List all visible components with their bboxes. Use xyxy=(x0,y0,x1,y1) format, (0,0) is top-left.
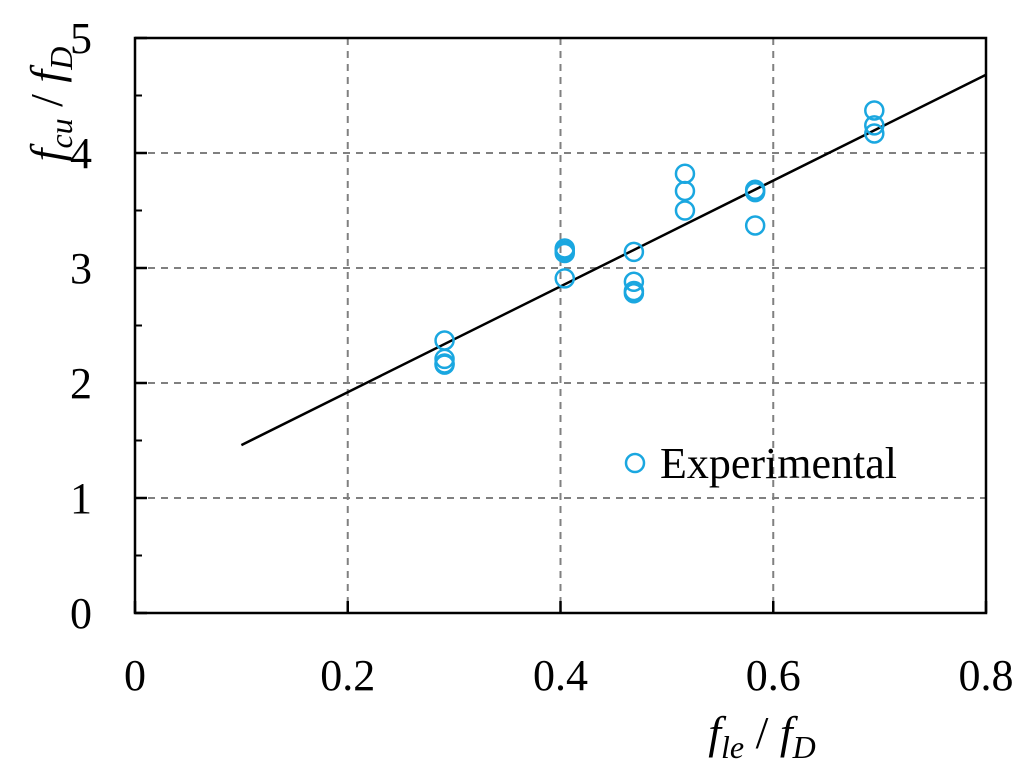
x-axis-title: fle / fD xyxy=(708,707,816,765)
data-point xyxy=(434,354,455,375)
x-tick-label: 0 xyxy=(124,651,146,700)
x-tick-labels: 0 0.2 0.4 0.6 0.8 xyxy=(124,651,1014,700)
data-point xyxy=(864,123,885,144)
y-tick-label: 4 xyxy=(70,129,92,178)
legend-marker xyxy=(624,452,646,474)
legend: Experimental xyxy=(624,439,897,488)
data-point xyxy=(623,271,645,293)
data-point xyxy=(744,181,766,203)
axis-ticks xyxy=(133,36,988,615)
data-point xyxy=(674,163,696,184)
y-axis-title: fcu / fD xyxy=(21,47,79,162)
y-tick-label: 0 xyxy=(70,589,92,638)
grid xyxy=(135,38,986,613)
x-tick-label: 0.8 xyxy=(959,651,1014,700)
fit-line-layer xyxy=(240,73,987,447)
y-tick-label: 1 xyxy=(70,474,92,523)
fit-line xyxy=(240,73,987,447)
data-point xyxy=(623,283,645,304)
data-point xyxy=(554,268,576,289)
data-point xyxy=(744,215,766,236)
y-tick-label: 5 xyxy=(70,14,92,63)
y-tick-labels: 0 1 2 3 4 5 xyxy=(70,14,92,638)
data-point xyxy=(674,200,696,221)
data-points xyxy=(434,100,885,375)
legend-label: Experimental xyxy=(660,439,897,488)
data-point xyxy=(623,241,645,263)
data-point xyxy=(864,115,885,136)
data-point xyxy=(864,100,885,121)
data-point xyxy=(554,242,576,264)
y-tick-label: 3 xyxy=(70,244,92,293)
data-point xyxy=(674,180,696,202)
y-tick-label: 2 xyxy=(70,359,92,408)
x-tick-label: 0.6 xyxy=(746,651,801,700)
x-tick-label: 0.4 xyxy=(533,651,588,700)
x-tick-label: 0.2 xyxy=(320,651,375,700)
